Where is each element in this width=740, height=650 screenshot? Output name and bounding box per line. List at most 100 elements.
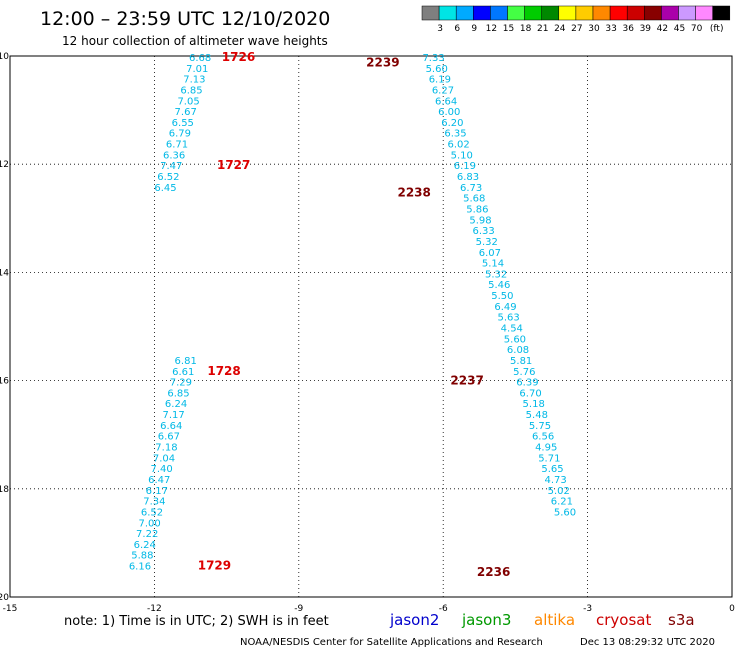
wave-height-value: 5.75: [529, 421, 551, 432]
x-tick-label: -9: [294, 604, 303, 614]
pass-time-label: 1727: [217, 158, 250, 172]
scale-swatch: [661, 5, 679, 21]
grid-lines: [10, 56, 732, 597]
wave-height-value: 6.61: [172, 367, 194, 378]
wave-height-value: 6.73: [460, 183, 482, 194]
wave-height-value: 6.81: [175, 356, 197, 367]
scale-swatch: [507, 5, 525, 21]
pass-time-label: 2237: [450, 374, 483, 388]
pass-time-label: 2238: [397, 185, 430, 199]
wave-height-value: 7.33: [422, 53, 444, 64]
wave-height-value: 6.47: [148, 475, 170, 486]
time-labels: 1726 1727 1728 1729 2239 2238 2237 2236: [198, 50, 511, 579]
wave-height-value: 5.50: [491, 291, 513, 302]
scale-swatch: [695, 5, 713, 21]
scale-label: 33: [605, 24, 616, 34]
x-tick-label: 0: [729, 604, 735, 614]
wave-height-value: 7.01: [186, 64, 208, 75]
x-tick-label: -15: [3, 604, 18, 614]
scale-swatch: [438, 5, 457, 21]
wave-height-value: 5.63: [498, 313, 520, 324]
wave-height-value: 5.60: [426, 64, 448, 75]
scale-swatch: [421, 5, 440, 21]
footer-note: note: 1) Time is in UTC; 2) SWH is in fe…: [64, 614, 329, 629]
x-tick-label: -3: [583, 604, 592, 614]
wave-height-value: 6.71: [166, 140, 188, 151]
wave-height-value: 6.02: [447, 140, 469, 151]
x-tick-label: -12: [147, 604, 162, 614]
scale-label: 3: [437, 24, 443, 34]
timestamp-text: Dec 13 08:29:32 UTC 2020: [580, 637, 715, 648]
wave-height-value: 6.39: [516, 378, 538, 389]
wave-height-value: 6.83: [457, 172, 479, 183]
pass-time-label: 1726: [222, 50, 255, 64]
plot-frame: [9, 55, 733, 598]
wave-height-value: 6.07: [479, 248, 501, 259]
scale-label: 27: [571, 24, 582, 34]
wave-height-value: 5.18: [523, 399, 545, 410]
legend-s3a: s3a: [668, 611, 695, 629]
legend-jason2: jason2: [389, 611, 439, 629]
wave-height-value: 6.33: [472, 226, 494, 237]
scale-label: 30: [588, 24, 600, 34]
legend-jason3: jason3: [461, 611, 511, 629]
wave-height-value: 7.40: [150, 464, 172, 475]
scale-swatch: [592, 5, 611, 21]
wave-height-value: 6.56: [532, 432, 554, 443]
wave-height-value: 4.73: [544, 475, 566, 486]
wave-height-value: 5.81: [510, 356, 532, 367]
y-tick-label: -10: [0, 52, 9, 62]
wave-height-value: 6.79: [169, 129, 191, 140]
scale-label: 9: [471, 24, 477, 34]
x-tick-labels: -15 -12 -9 -6 -3 0: [3, 604, 735, 614]
y-tick-label: -16: [0, 377, 9, 387]
wave-height-value: 5.32: [485, 269, 507, 280]
credit-text: NOAA/NESDIS Center for Satellite Applica…: [240, 637, 543, 648]
wave-height-value: 6.45: [154, 183, 176, 194]
plot-area: -15-12-9-6-30 -10-12-14-16-18-20 6.687.0…: [0, 50, 735, 614]
wave-height-value: 6.27: [432, 85, 454, 96]
wave-height-value: 5.71: [538, 453, 560, 464]
scale-swatch: [490, 5, 508, 21]
wave-height-value: 7.18: [155, 443, 177, 454]
wave-height-value: 6.64: [160, 421, 182, 432]
color-scale: 3 6 9 12 15 18 21 24 27 30 33 36 39 42 45 70 (ft): [421, 5, 731, 34]
pass-time-label: 2236: [477, 565, 510, 579]
y-tick-label: -18: [0, 485, 9, 495]
legend-cryosat: cryosat: [596, 611, 651, 629]
wave-height-value: 6.85: [180, 85, 202, 96]
scale-label: 39: [640, 24, 652, 34]
satellite-legend: jason2 jason3 altika cryosat s3a: [389, 611, 695, 629]
wave-height-value: 7.34: [143, 497, 165, 508]
map-subtitle: 12 hour collection of altimeter wave hei…: [62, 34, 328, 48]
scale-swatch: [678, 5, 696, 21]
wave-height-value: 6.16: [129, 562, 151, 573]
legend-altika: altika: [534, 611, 575, 629]
wave-height-value: 5.60: [504, 334, 526, 345]
wave-height-value: 6.21: [551, 497, 573, 508]
scale-swatch: [541, 5, 560, 21]
wave-height-value: 6.52: [141, 507, 163, 518]
wave-height-value: 6.19: [429, 75, 451, 86]
scale-unit: (ft): [710, 24, 724, 34]
map-title: 12:00 – 23:59 UTC 12/10/2020: [40, 8, 330, 30]
wave-height-value: 6.19: [454, 161, 476, 172]
y-tick-label: -12: [0, 160, 9, 170]
wave-height-value: 6.52: [157, 172, 179, 183]
wave-height-value: 5.02: [548, 486, 570, 497]
scale-label: 24: [554, 24, 566, 34]
pass-time-label: 1729: [198, 559, 231, 573]
wave-height-value: 6.35: [444, 129, 466, 140]
wave-height-value: 5.10: [451, 150, 473, 161]
scale-swatch: [626, 5, 645, 21]
y-tick-label: -14: [0, 268, 9, 278]
wave-height-tracks: 6.687.017.136.857.057.676.556.796.716.36…: [129, 53, 576, 573]
y-tick-labels: -10 -12 -14 -16 -18 -20: [0, 52, 9, 603]
scale-label: 12: [486, 24, 497, 34]
wave-height-value: 5.46: [488, 280, 510, 291]
wave-height-value: 7.47: [160, 161, 182, 172]
wave-height-value: 6.85: [167, 388, 189, 399]
wave-height-value: 5.14: [482, 259, 504, 270]
wave-height-value: 5.65: [541, 464, 563, 475]
